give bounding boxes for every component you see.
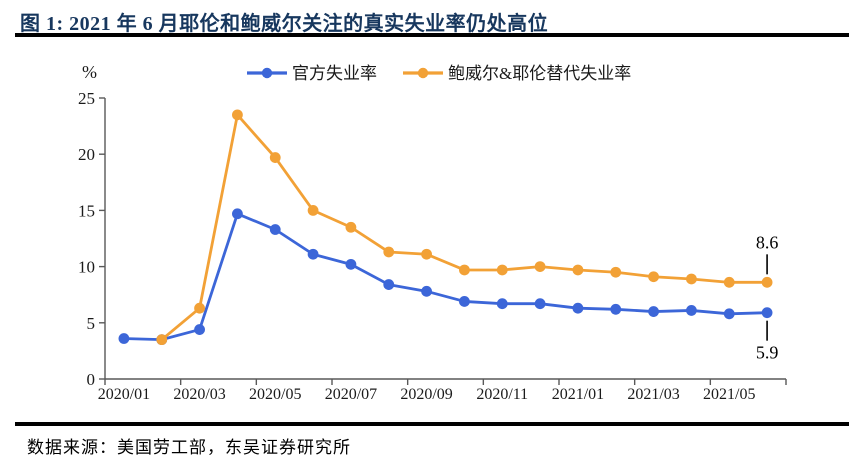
data-point-s0-m8 (421, 285, 432, 297)
data-point-s0-m17 (761, 307, 773, 319)
legend-label-1: 鲍威尔&耶伦替代失业率 (448, 64, 631, 83)
data-point-s0-m12 (572, 302, 584, 314)
data-point-s1-m11 (534, 261, 546, 272)
data-point-s0-m0 (118, 333, 130, 344)
y-axis-unit-label: % (82, 62, 97, 82)
data-point-s1-m13 (610, 266, 622, 278)
data-point-s0-m7 (383, 279, 395, 290)
x-tick-label: 2020/09 (400, 386, 452, 403)
data-point-s1-m10 (496, 264, 508, 276)
data-point-s1-m3 (232, 109, 243, 121)
legend-marker-dot-1 (417, 67, 429, 79)
header-rule (15, 33, 849, 37)
footer-rule (15, 422, 849, 426)
x-tick-label: 2020/01 (98, 386, 150, 403)
x-tick-label: 2020/11 (476, 386, 528, 403)
data-point-s0-m10 (496, 298, 508, 310)
data-point-s0-m16 (723, 308, 735, 320)
y-tick-label: 20 (78, 145, 95, 164)
data-point-s0-m13 (610, 303, 622, 315)
y-tick-label: 0 (87, 370, 96, 389)
data-point-s0-m11 (534, 298, 546, 310)
y-tick-label: 15 (78, 201, 95, 220)
y-tick-label: 25 (78, 89, 95, 108)
x-tick-label: 2021/05 (703, 386, 755, 403)
data-point-s1-m7 (383, 246, 395, 258)
data-source: 数据来源：美国劳工部，东吴证券研究所 (27, 438, 351, 457)
data-point-s0-m15 (686, 305, 697, 316)
data-point-s1-m5 (307, 205, 319, 216)
data-point-s1-m16 (723, 276, 735, 288)
data-point-s0-m2 (194, 324, 205, 335)
data-point-s0-m3 (232, 208, 243, 220)
data-point-s0-m6 (345, 258, 357, 270)
data-point-s1-m12 (572, 264, 584, 276)
data-point-s0-m9 (459, 296, 470, 307)
x-tick-label: 2020/07 (325, 386, 377, 403)
data-point-s1-m14 (648, 271, 659, 283)
data-point-s1-m15 (686, 273, 697, 285)
y-tick-label: 5 (87, 314, 96, 333)
x-tick-label: 2021/01 (552, 386, 604, 403)
data-point-s1-m8 (421, 248, 432, 260)
data-point-s1-m9 (459, 264, 470, 276)
annotation-label: 5.9 (756, 343, 779, 363)
x-tick-label: 2021/03 (627, 386, 679, 403)
data-point-s0-m5 (307, 248, 319, 260)
data-point-s1-m4 (269, 152, 281, 163)
x-tick-label: 2020/05 (249, 386, 301, 403)
y-tick-label: 10 (78, 258, 95, 277)
data-point-s0-m4 (269, 224, 281, 235)
data-point-s0-m14 (648, 306, 659, 317)
figure-title: 图 1: 2021 年 6 月耶伦和鲍威尔关注的真实失业率仍处高位 (20, 13, 549, 35)
series-line-0 (122, 212, 769, 342)
legend-label-0: 官方失业率 (292, 64, 377, 83)
unemployment-line-chart: 0 5 10 15 20 25% 2020/01 2020/03 2020/05 2020/07 2… (78, 62, 787, 403)
data-point-s1-m2 (194, 302, 205, 314)
data-point-s1-m1 (156, 334, 168, 346)
legend-marker-dot-0 (261, 67, 273, 79)
data-point-s1-m6 (345, 221, 357, 233)
annotation-label: 8.6 (756, 232, 779, 252)
x-tick-label: 2020/03 (173, 386, 225, 403)
data-point-s1-m17 (761, 276, 773, 288)
